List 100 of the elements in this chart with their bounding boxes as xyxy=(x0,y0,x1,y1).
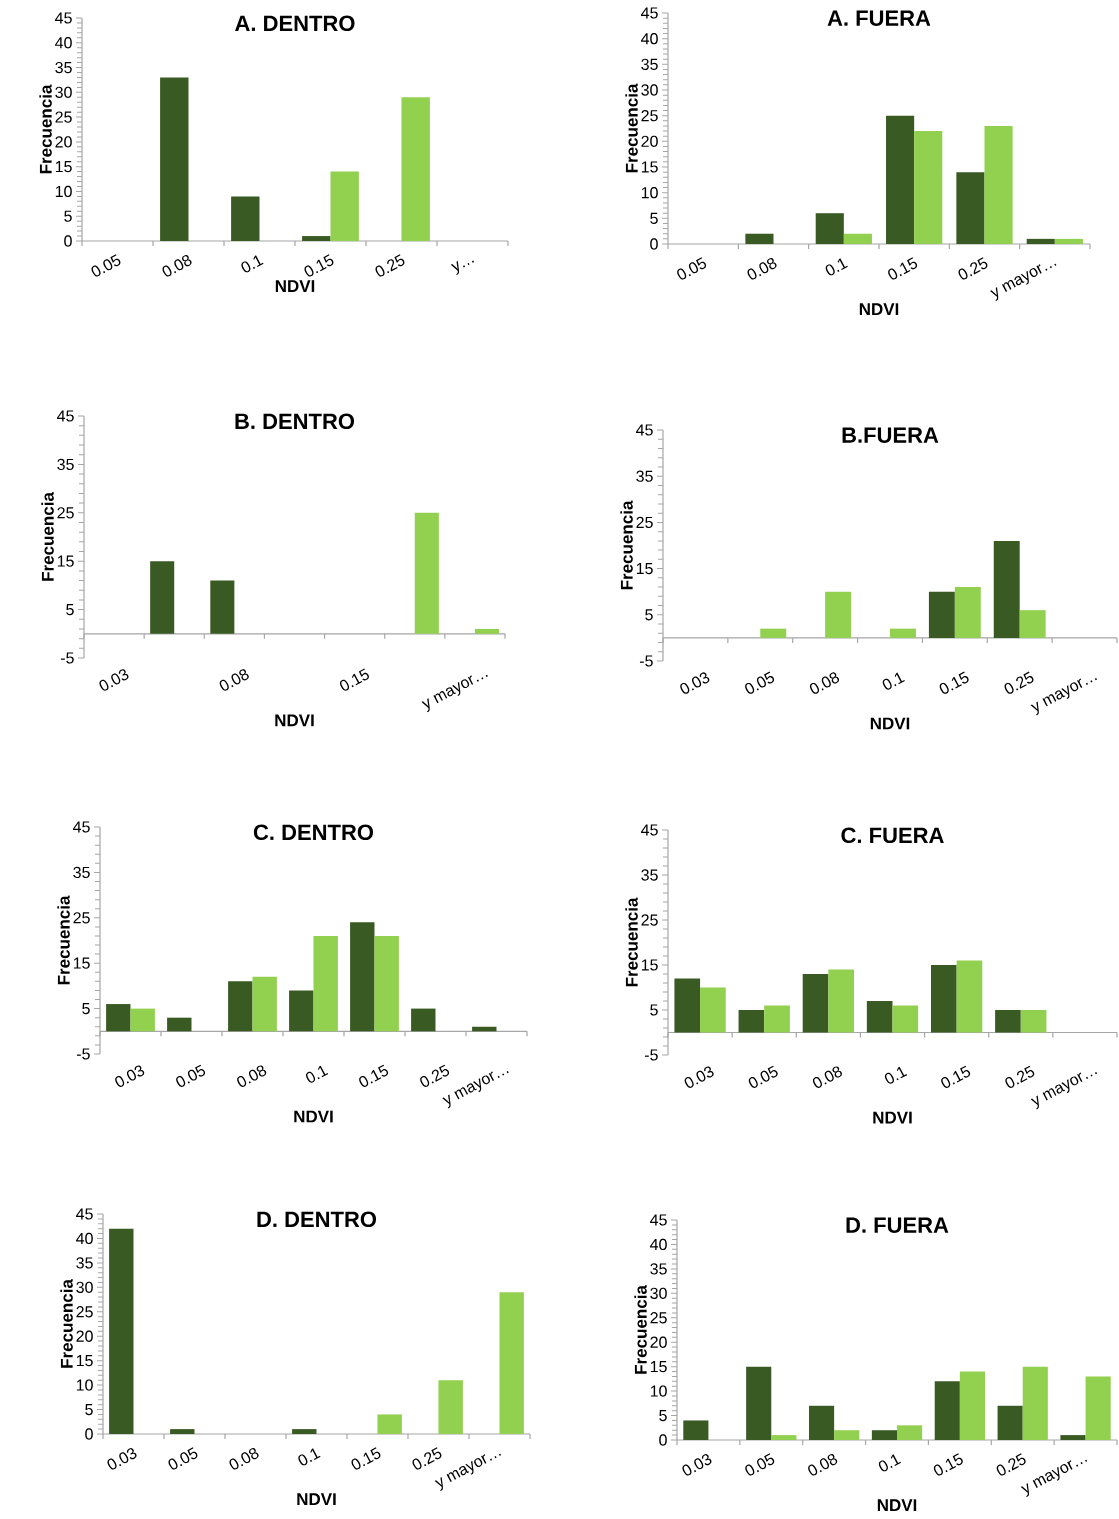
y-axis-title: Frecuencia xyxy=(41,492,54,581)
x-tick-label: 0.15 xyxy=(340,668,369,691)
x-tick-label: 0.1 xyxy=(306,1065,329,1083)
bar xyxy=(414,512,439,634)
y-tick-label: 5 xyxy=(650,1004,658,1016)
x-tick-label: 0.05 xyxy=(176,1064,206,1087)
bar xyxy=(834,1430,860,1440)
y-tick-label: 0 xyxy=(64,235,72,247)
y-tick-label: 35 xyxy=(73,866,90,879)
x-tick-label: 0.03 xyxy=(680,672,710,694)
y-tick-label: 40 xyxy=(650,1238,667,1251)
bar xyxy=(170,1429,195,1434)
y-tick-label: 15 xyxy=(73,957,90,969)
y-tick-label: 40 xyxy=(55,37,72,49)
bar xyxy=(871,1430,897,1440)
x-tick-label: 0.08 xyxy=(808,1454,838,1476)
x-tick-label: 0.1 xyxy=(241,255,264,273)
x-tick-label: 0.15 xyxy=(359,1064,389,1087)
y-axis-title: Frecuencia xyxy=(57,895,70,985)
x-tick-label: 0.25 xyxy=(412,1447,442,1470)
y-tick-label: 35 xyxy=(641,869,658,881)
y-tick-label: 45 xyxy=(641,7,658,19)
y-tick-label: 15 xyxy=(641,161,658,173)
bar xyxy=(1019,610,1046,638)
x-axis-title: NDVI xyxy=(873,1111,912,1124)
x-tick-label: 0.05 xyxy=(677,257,707,280)
x-tick-label: 0.03 xyxy=(107,1448,137,1470)
bar xyxy=(302,236,331,241)
bar xyxy=(809,1405,835,1440)
bar xyxy=(892,1005,919,1033)
y-tick-label: 0 xyxy=(650,238,658,250)
bar xyxy=(438,1380,463,1434)
y-tick-label: -5 xyxy=(644,1049,658,1061)
x-tick-label: 0.05 xyxy=(745,671,775,694)
y-tick-label: 30 xyxy=(76,1281,93,1293)
y-tick-label: 35 xyxy=(636,470,653,482)
y-tick-label: 45 xyxy=(650,1214,667,1226)
bar xyxy=(802,973,829,1033)
bar xyxy=(956,960,983,1033)
bar xyxy=(866,1001,893,1033)
x-tick-label: 0.05 xyxy=(748,1065,778,1088)
y-tick-label: -5 xyxy=(76,1048,90,1060)
bar xyxy=(897,1425,923,1440)
y-tick-label: 15 xyxy=(641,959,658,971)
bar xyxy=(411,1008,436,1032)
x-axis-title: NDVI xyxy=(275,714,314,727)
y-tick-label: 45 xyxy=(57,410,74,422)
y-tick-label: 35 xyxy=(650,1263,667,1275)
chart-title: A. DENTRO xyxy=(235,15,355,32)
x-tick-label: 0.25 xyxy=(958,257,988,280)
y-tick-label: 15 xyxy=(636,563,653,575)
y-tick-label: 25 xyxy=(636,516,653,529)
x-axis-title: NDVI xyxy=(870,717,910,730)
bar xyxy=(1026,238,1055,244)
bar xyxy=(760,628,787,638)
x-tick-label: 0.1 xyxy=(825,258,848,276)
bar xyxy=(289,990,314,1032)
x-axis-title: NDVI xyxy=(297,1493,336,1506)
bar xyxy=(106,1004,131,1032)
y-tick-label: 25 xyxy=(55,111,72,123)
y-tick-label: 45 xyxy=(73,821,90,833)
y-tick-label: 10 xyxy=(641,187,658,199)
bar xyxy=(292,1429,317,1434)
bar xyxy=(683,1420,709,1440)
y-tick-label: 0 xyxy=(85,1428,93,1440)
x-axis-title: NDVI xyxy=(877,1499,917,1512)
bar xyxy=(930,964,957,1033)
bar xyxy=(130,1008,155,1032)
x-tick-label: 0.1 xyxy=(882,672,905,690)
x-tick-label: 0.05 xyxy=(745,1453,775,1476)
y-tick-label: 20 xyxy=(650,1336,667,1348)
x-tick-label: 0.08 xyxy=(237,1065,267,1087)
y-tick-label: 15 xyxy=(650,1361,667,1373)
bar xyxy=(109,1228,134,1434)
y-tick-label: 45 xyxy=(636,424,653,436)
x-tick-label: 0.08 xyxy=(747,258,777,280)
x-tick-label: 0.15 xyxy=(351,1447,381,1470)
bar xyxy=(738,1009,765,1033)
x-tick-label: 0.05 xyxy=(91,254,121,277)
y-tick-label: -5 xyxy=(60,652,74,664)
bar xyxy=(984,125,1013,244)
bar xyxy=(1060,1435,1086,1440)
y-tick-label: 5 xyxy=(64,210,72,222)
bar xyxy=(997,1405,1023,1440)
bar xyxy=(843,233,872,244)
chart-title: C. DENTRO xyxy=(253,824,374,841)
bar xyxy=(674,978,701,1033)
x-tick-label: 0.25 xyxy=(375,254,405,277)
bar xyxy=(499,1292,524,1434)
y-tick-label: 35 xyxy=(76,1257,93,1269)
bar xyxy=(401,97,430,241)
chart-title: B.FUERA xyxy=(842,427,939,443)
x-tick-label: 0.03 xyxy=(684,1066,714,1088)
y-tick-label: 30 xyxy=(55,86,72,98)
x-tick-label: 0.08 xyxy=(229,1448,259,1470)
x-tick-label: 0.08 xyxy=(219,669,249,691)
x-axis-title: NDVI xyxy=(275,280,315,292)
y-tick-label: 25 xyxy=(641,110,658,122)
x-tick-label: 0.1 xyxy=(298,1448,321,1466)
y-axis-title: Frecuencia xyxy=(625,83,638,173)
